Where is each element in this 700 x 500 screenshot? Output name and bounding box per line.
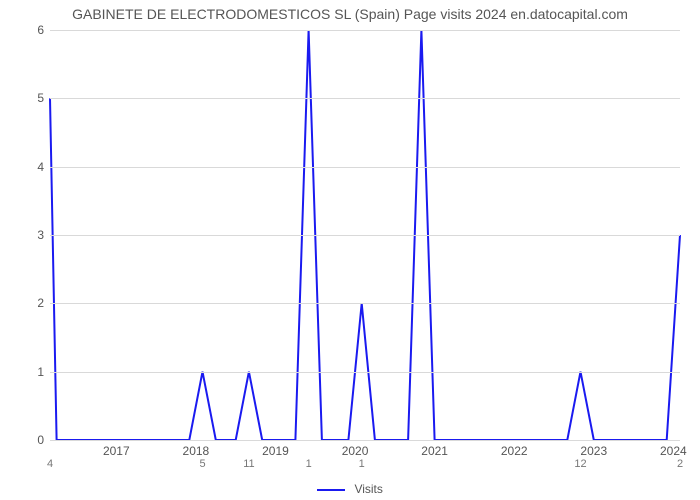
x-value-label: 1 xyxy=(306,458,312,470)
y-gridline xyxy=(50,98,680,99)
x-year-label: 2019 xyxy=(262,444,289,458)
y-gridline xyxy=(50,30,680,31)
x-value-label: 4 xyxy=(47,458,53,470)
y-tick-label: 4 xyxy=(37,160,44,174)
legend-label: Visits xyxy=(354,482,382,496)
legend: Visits xyxy=(0,482,700,496)
y-tick-label: 5 xyxy=(37,91,44,105)
y-gridline xyxy=(50,303,680,304)
legend-swatch xyxy=(317,489,345,491)
visits-chart: GABINETE DE ELECTRODOMESTICOS SL (Spain)… xyxy=(0,0,700,500)
x-year-label: 2023 xyxy=(580,444,607,458)
chart-title: GABINETE DE ELECTRODOMESTICOS SL (Spain)… xyxy=(0,0,700,22)
x-year-label: 2017 xyxy=(103,444,130,458)
y-tick-label: 1 xyxy=(37,365,44,379)
x-value-label: 5 xyxy=(199,458,205,470)
y-tick-label: 3 xyxy=(37,228,44,242)
x-year-label: 2022 xyxy=(501,444,528,458)
y-gridline xyxy=(50,372,680,373)
x-year-label: 2024 xyxy=(660,444,687,458)
y-tick-label: 6 xyxy=(37,23,44,37)
x-year-label: 2020 xyxy=(342,444,369,458)
y-gridline xyxy=(50,440,680,441)
x-value-label: 11 xyxy=(243,458,254,470)
x-value-label: 2 xyxy=(677,458,683,470)
y-tick-label: 2 xyxy=(37,296,44,310)
y-gridline xyxy=(50,167,680,168)
x-year-label: 2018 xyxy=(183,444,210,458)
x-value-label: 12 xyxy=(574,458,586,470)
x-year-label: 2021 xyxy=(421,444,448,458)
x-value-label: 1 xyxy=(359,458,365,470)
plot-area: 0123456201720182019202020212022202320244… xyxy=(50,30,680,440)
y-tick-label: 0 xyxy=(37,433,44,447)
y-gridline xyxy=(50,235,680,236)
